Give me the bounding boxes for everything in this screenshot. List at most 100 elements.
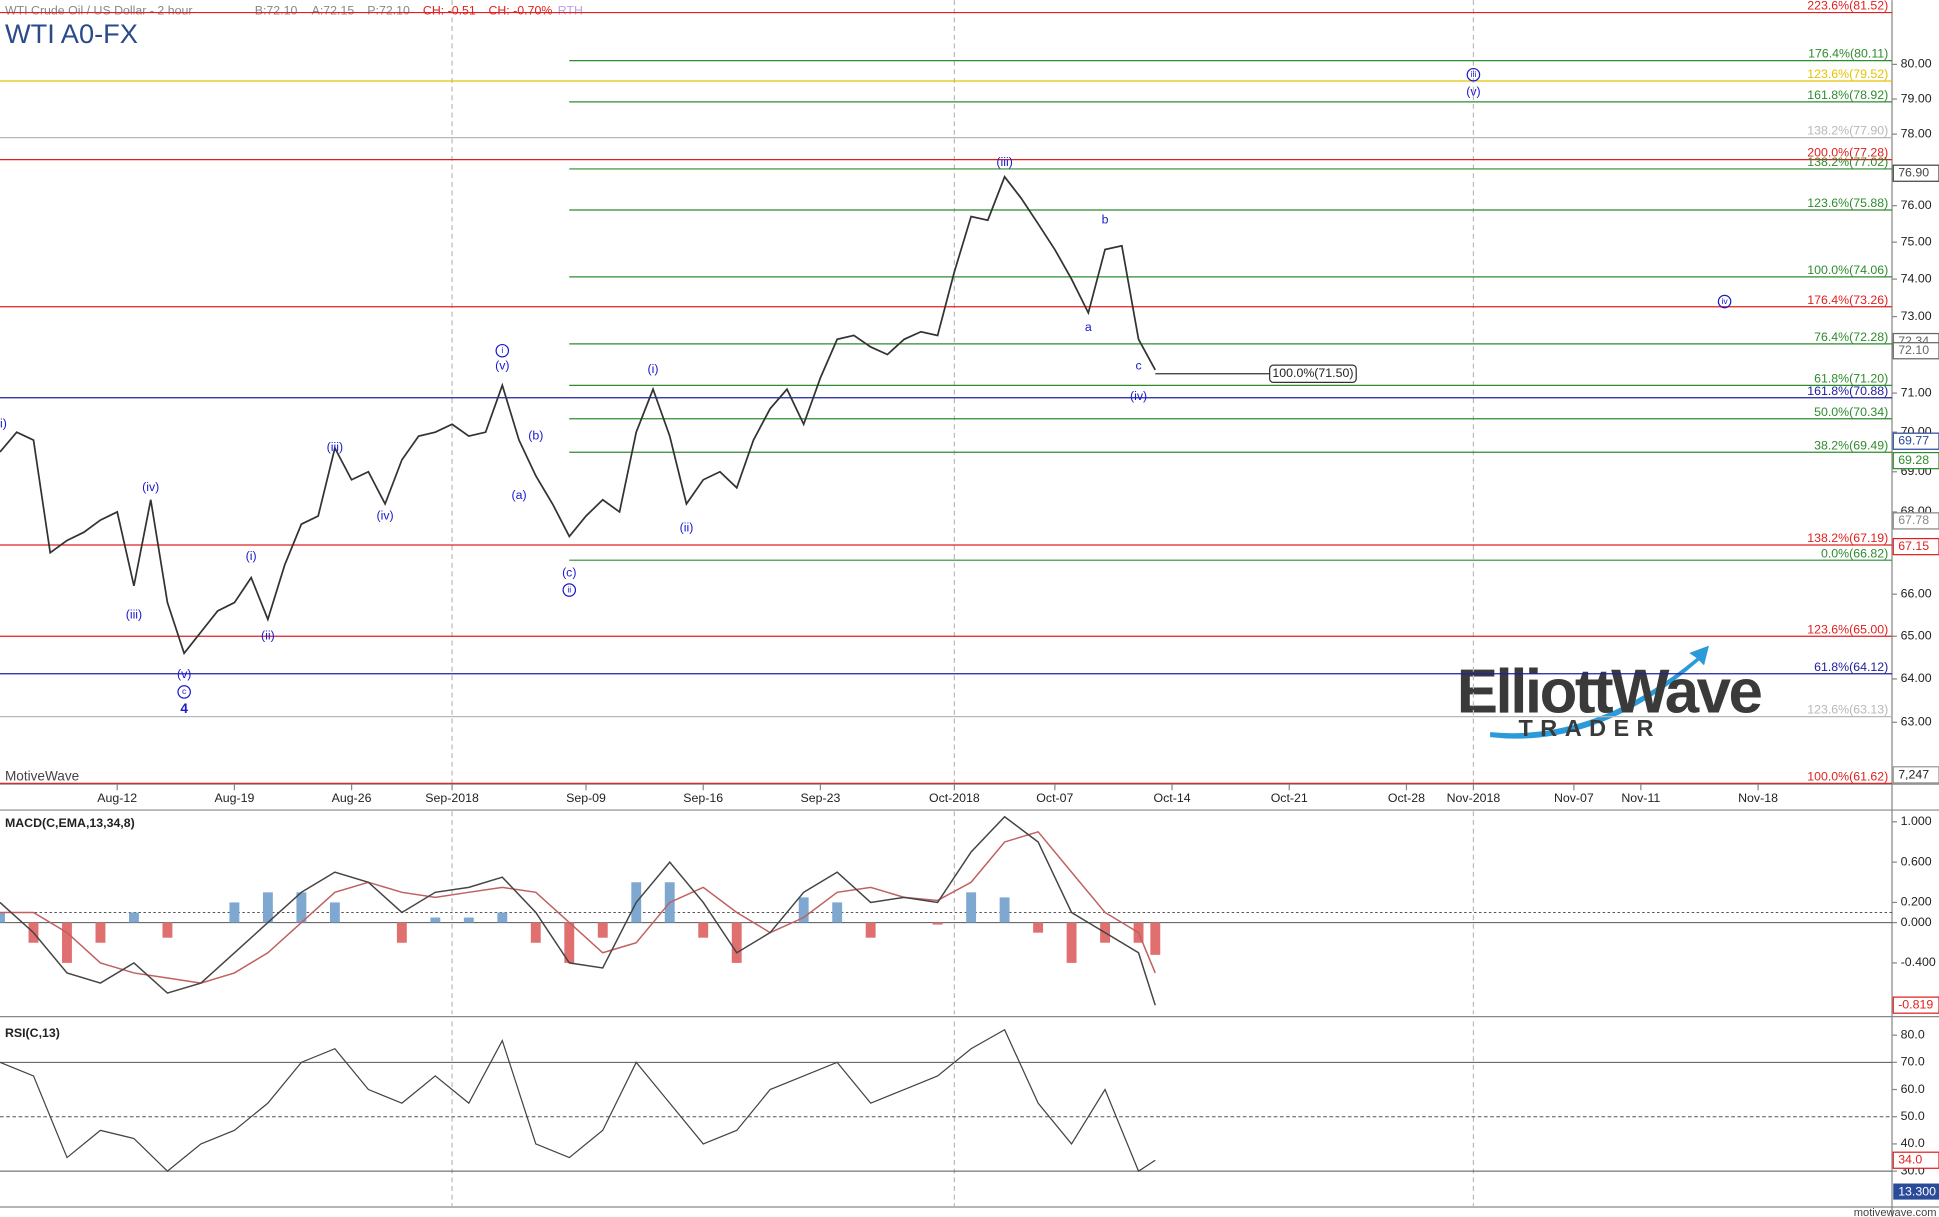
fib-label: 200.0%(77.28) <box>1807 146 1888 160</box>
histogram-bar <box>1033 922 1044 933</box>
price-tag-box <box>1892 512 1939 530</box>
x-tick-label: Nov-11 <box>1621 791 1660 805</box>
price-tag-box <box>1892 996 1939 1014</box>
x-tick-label: Oct-14 <box>1153 791 1190 805</box>
y-tick-label: 70.0 <box>1901 1055 1925 1069</box>
y-tick-label: 78.00 <box>1901 126 1932 140</box>
change: CH: -0.70% <box>488 3 552 17</box>
watermark: MotiveWave <box>5 768 79 783</box>
y-tick-label: 0.000 <box>1901 915 1932 929</box>
fib-label: 123.6%(75.88) <box>1807 196 1888 210</box>
y-tick-label: -0.400 <box>1901 955 1936 969</box>
histogram-bar <box>1150 922 1161 955</box>
histogram-bar <box>1066 922 1077 963</box>
y-tick-label: 60.0 <box>1901 1082 1925 1096</box>
x-tick-label: Aug-19 <box>214 791 254 805</box>
quote: B:72.10 <box>255 3 298 17</box>
price-tag: 72.10 <box>1898 343 1929 357</box>
y-tick-label: 63.00 <box>1901 715 1932 729</box>
histogram-bar <box>497 912 508 923</box>
wave-label: b <box>1102 212 1109 226</box>
signal-line <box>0 830 1156 984</box>
fib-label: 123.6%(65.00) <box>1807 622 1888 636</box>
logo-arrow <box>1490 645 1709 739</box>
fib-label: 161.8%(70.88) <box>1807 384 1888 398</box>
y-tick-label: 74.00 <box>1901 271 1932 285</box>
wave-circle <box>495 343 510 358</box>
y-tick-label: 75.00 <box>1901 234 1932 248</box>
histogram-bar <box>530 922 541 943</box>
x-tick-label: Oct-07 <box>1036 791 1073 805</box>
target-label: 100.0%(71.50) <box>1272 366 1353 380</box>
fib-label: 0.0%(66.82) <box>1821 546 1888 560</box>
histogram-bar <box>296 892 307 923</box>
fib-label: 138.2%(77.90) <box>1807 124 1888 138</box>
wave-label: (a) <box>511 488 526 502</box>
wave-label: (ii) <box>680 520 694 534</box>
logo-subtitle: TRADER <box>1519 715 1661 741</box>
wave-label: (v) <box>495 358 509 372</box>
histogram-bar <box>129 912 139 923</box>
wave-circle <box>562 583 577 597</box>
wave-label: (v) <box>1466 84 1480 98</box>
histogram-bar <box>865 922 876 938</box>
wave-circle <box>1466 67 1481 82</box>
wave-label: (v) <box>177 667 191 681</box>
price-tag-box <box>1892 342 1939 360</box>
x-tick-label: Aug-12 <box>97 791 137 805</box>
quote: P:72.10 <box>367 3 410 17</box>
fib-label: 161.8%(78.92) <box>1807 88 1888 102</box>
logo-title: ElliottWave <box>1457 658 1762 727</box>
y-tick-label: 80.00 <box>1901 57 1932 71</box>
wave-label: iii <box>1471 69 1477 79</box>
x-tick-label: Aug-26 <box>332 791 372 805</box>
panel-title: RSI(C,13) <box>5 1026 60 1040</box>
wave-circle <box>177 685 191 699</box>
fib-label: 38.2%(69.49) <box>1814 438 1888 452</box>
wave-label: (iv) <box>142 480 159 494</box>
volume-tag: 7,247 <box>1898 768 1929 782</box>
fib-label: 100.0%(74.06) <box>1807 263 1888 277</box>
fib-label: 123.6%(63.13) <box>1807 703 1888 717</box>
fib-label: 50.0%(70.34) <box>1814 405 1888 419</box>
fib-label: 176.4%(80.11) <box>1808 47 1888 61</box>
histogram-bar <box>396 922 407 943</box>
header-title: WTI Crude Oil / US Dollar - 2 hour <box>5 3 193 17</box>
y-tick-label: 64.00 <box>1901 671 1932 685</box>
price-tag-box <box>1892 451 1939 470</box>
y-tick-label: 0.200 <box>1901 895 1932 909</box>
wave-label: (iii) <box>327 440 343 454</box>
wave-label: c <box>1135 358 1141 372</box>
histogram-bar <box>95 922 106 943</box>
histogram-bar <box>62 922 72 963</box>
y-tick-label: 73.00 <box>1901 309 1932 323</box>
wave-label: ii <box>567 584 571 594</box>
wave-label: iv <box>1721 296 1728 306</box>
wave-label: i <box>501 345 503 355</box>
price-tag: 34.0 <box>1898 1153 1922 1167</box>
y-tick-label: 65.00 <box>1901 629 1932 643</box>
histogram-bar <box>698 922 709 938</box>
fib-label: 176.4%(73.26) <box>1807 293 1888 307</box>
rsi-line <box>0 1028 1156 1173</box>
wave-circle <box>1717 294 1732 309</box>
wave-label: (iv) <box>377 508 394 522</box>
panel-title: MACD(C,EMA,13,34,8) <box>5 816 135 830</box>
quote: A:72.15 <box>312 3 355 17</box>
fib-label: 61.8%(64.12) <box>1814 660 1888 674</box>
y-tick-label: 80.0 <box>1901 1027 1925 1041</box>
price-tag: 69.28 <box>1898 453 1929 467</box>
y-tick-label: 66.00 <box>1901 586 1932 600</box>
wave-label: a <box>1085 320 1092 334</box>
y-tick-label: 71.00 <box>1901 385 1932 399</box>
wave-label: (c) <box>562 566 576 580</box>
price-tag: 67.15 <box>1898 539 1929 553</box>
x-tick-label: Nov-2018 <box>1447 791 1501 805</box>
wave-label: (iii) <box>126 607 142 621</box>
histogram-bar <box>597 922 608 938</box>
histogram-bar <box>798 897 809 923</box>
histogram-bar <box>0 912 5 923</box>
histogram-bar <box>463 917 474 923</box>
histogram-bar <box>832 902 843 923</box>
